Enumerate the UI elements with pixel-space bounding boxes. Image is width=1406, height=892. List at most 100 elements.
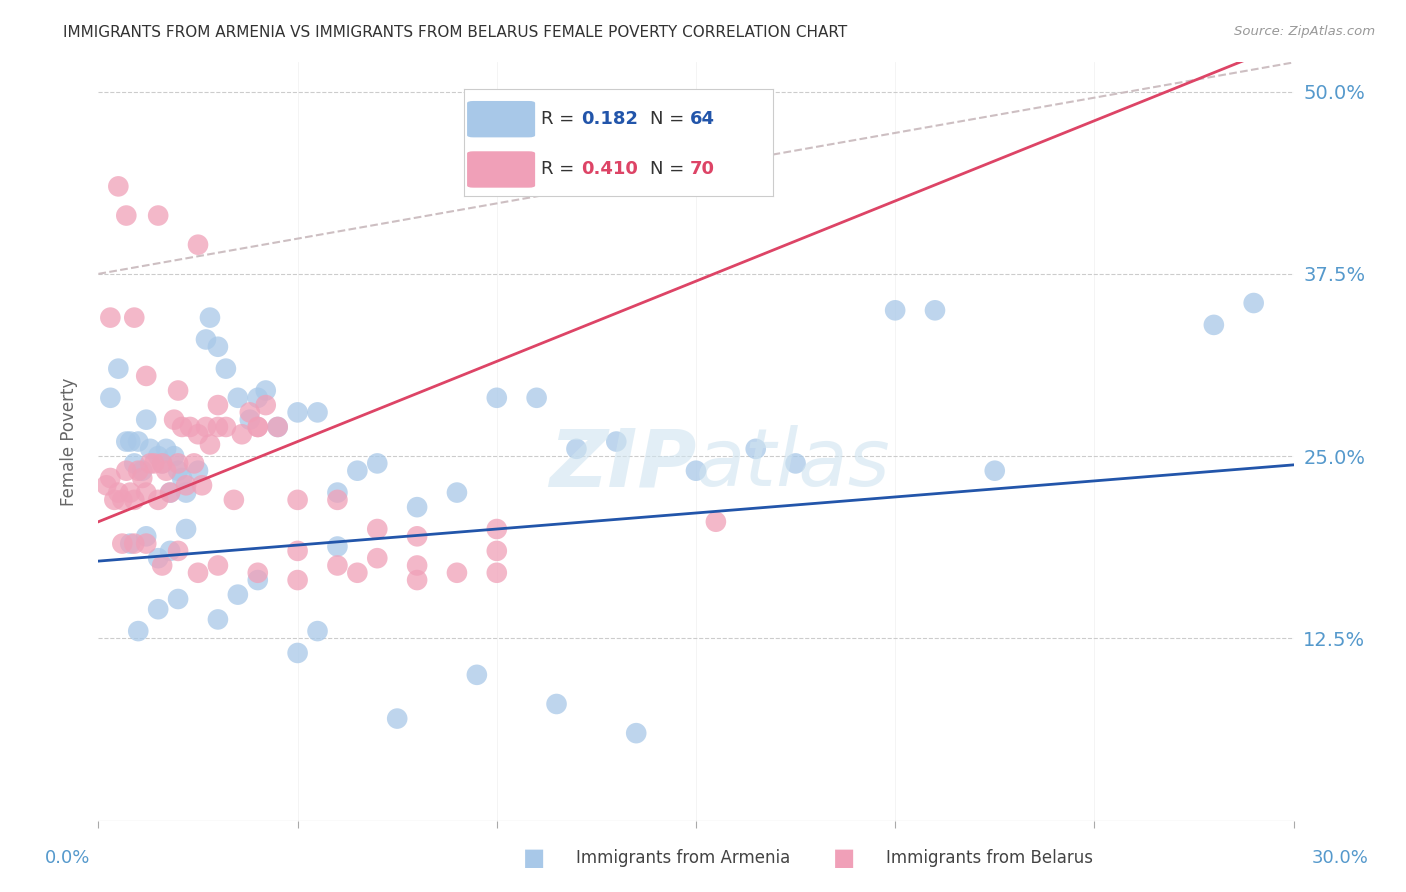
Point bbox=[150, 457, 173, 471]
Point bbox=[120, 536, 142, 550]
Point bbox=[226, 588, 249, 602]
Point bbox=[565, 442, 588, 456]
Point bbox=[167, 544, 190, 558]
Text: Immigrants from Armenia: Immigrants from Armenia bbox=[576, 849, 790, 867]
Point bbox=[207, 558, 229, 573]
Text: R =: R = bbox=[541, 161, 581, 178]
Point bbox=[254, 398, 277, 412]
Point bbox=[231, 427, 253, 442]
Point bbox=[111, 536, 134, 550]
Point bbox=[406, 558, 429, 573]
Point bbox=[103, 492, 125, 507]
Point bbox=[685, 464, 707, 478]
Point bbox=[150, 558, 173, 573]
Point bbox=[326, 540, 349, 554]
Point bbox=[246, 420, 269, 434]
Point bbox=[163, 412, 186, 426]
Point bbox=[287, 405, 309, 419]
Point bbox=[187, 566, 209, 580]
Text: Immigrants from Belarus: Immigrants from Belarus bbox=[886, 849, 1092, 867]
Text: N =: N = bbox=[650, 111, 689, 128]
Point bbox=[704, 515, 727, 529]
Point bbox=[307, 405, 329, 419]
Point bbox=[246, 420, 269, 434]
Point bbox=[326, 492, 349, 507]
Point bbox=[884, 303, 907, 318]
Text: Source: ZipAtlas.com: Source: ZipAtlas.com bbox=[1234, 25, 1375, 38]
Point bbox=[239, 412, 262, 426]
Point bbox=[131, 464, 153, 478]
Point bbox=[172, 471, 194, 485]
Text: 0.410: 0.410 bbox=[582, 161, 638, 178]
Point bbox=[626, 726, 648, 740]
Point bbox=[745, 442, 768, 456]
Text: 70: 70 bbox=[690, 161, 714, 178]
Point bbox=[485, 522, 508, 536]
Point bbox=[191, 478, 214, 492]
Point bbox=[207, 420, 229, 434]
Point bbox=[131, 471, 153, 485]
Point bbox=[446, 485, 468, 500]
Point bbox=[139, 457, 162, 471]
Text: ■: ■ bbox=[523, 847, 546, 870]
Point bbox=[135, 529, 157, 543]
Point bbox=[167, 384, 190, 398]
FancyBboxPatch shape bbox=[467, 152, 536, 187]
Point bbox=[246, 573, 269, 587]
Point bbox=[366, 522, 388, 536]
Point bbox=[246, 566, 269, 580]
Point bbox=[98, 391, 122, 405]
Point bbox=[198, 310, 221, 325]
Point bbox=[287, 573, 309, 587]
Point bbox=[215, 420, 238, 434]
Point bbox=[446, 566, 468, 580]
Point bbox=[215, 361, 238, 376]
Point bbox=[326, 485, 349, 500]
Point bbox=[246, 391, 269, 405]
Point bbox=[167, 592, 190, 607]
Point bbox=[187, 464, 209, 478]
Point bbox=[195, 420, 218, 434]
Point bbox=[124, 310, 146, 325]
Point bbox=[485, 391, 508, 405]
Point bbox=[124, 457, 146, 471]
Point bbox=[115, 434, 138, 449]
Point bbox=[115, 209, 138, 223]
Point bbox=[163, 449, 186, 463]
Point bbox=[107, 361, 129, 376]
Point bbox=[135, 368, 157, 383]
Text: R =: R = bbox=[541, 111, 581, 128]
Point bbox=[267, 420, 290, 434]
Point bbox=[115, 464, 138, 478]
Point bbox=[127, 434, 149, 449]
Point bbox=[1202, 318, 1225, 332]
Text: 64: 64 bbox=[690, 111, 714, 128]
Point bbox=[135, 412, 157, 426]
Point bbox=[155, 442, 177, 456]
Point bbox=[187, 427, 209, 442]
Point bbox=[159, 485, 181, 500]
Point bbox=[1243, 296, 1265, 310]
Point bbox=[526, 391, 548, 405]
FancyBboxPatch shape bbox=[467, 101, 536, 137]
Point bbox=[107, 179, 129, 194]
Point bbox=[148, 602, 170, 616]
Point bbox=[174, 522, 197, 536]
Point bbox=[287, 646, 309, 660]
Point bbox=[239, 405, 262, 419]
Point bbox=[366, 457, 388, 471]
Point bbox=[307, 624, 329, 639]
Point bbox=[785, 457, 807, 471]
Point bbox=[148, 551, 170, 566]
Text: ZIP: ZIP bbox=[548, 425, 696, 503]
Text: IMMIGRANTS FROM ARMENIA VS IMMIGRANTS FROM BELARUS FEMALE POVERTY CORRELATION CH: IMMIGRANTS FROM ARMENIA VS IMMIGRANTS FR… bbox=[63, 25, 848, 40]
Point bbox=[465, 668, 488, 682]
Point bbox=[159, 485, 181, 500]
Point bbox=[111, 492, 134, 507]
Point bbox=[406, 529, 429, 543]
Point bbox=[135, 536, 157, 550]
Point bbox=[207, 340, 229, 354]
Point bbox=[346, 464, 368, 478]
Point bbox=[96, 478, 118, 492]
Point bbox=[135, 485, 157, 500]
